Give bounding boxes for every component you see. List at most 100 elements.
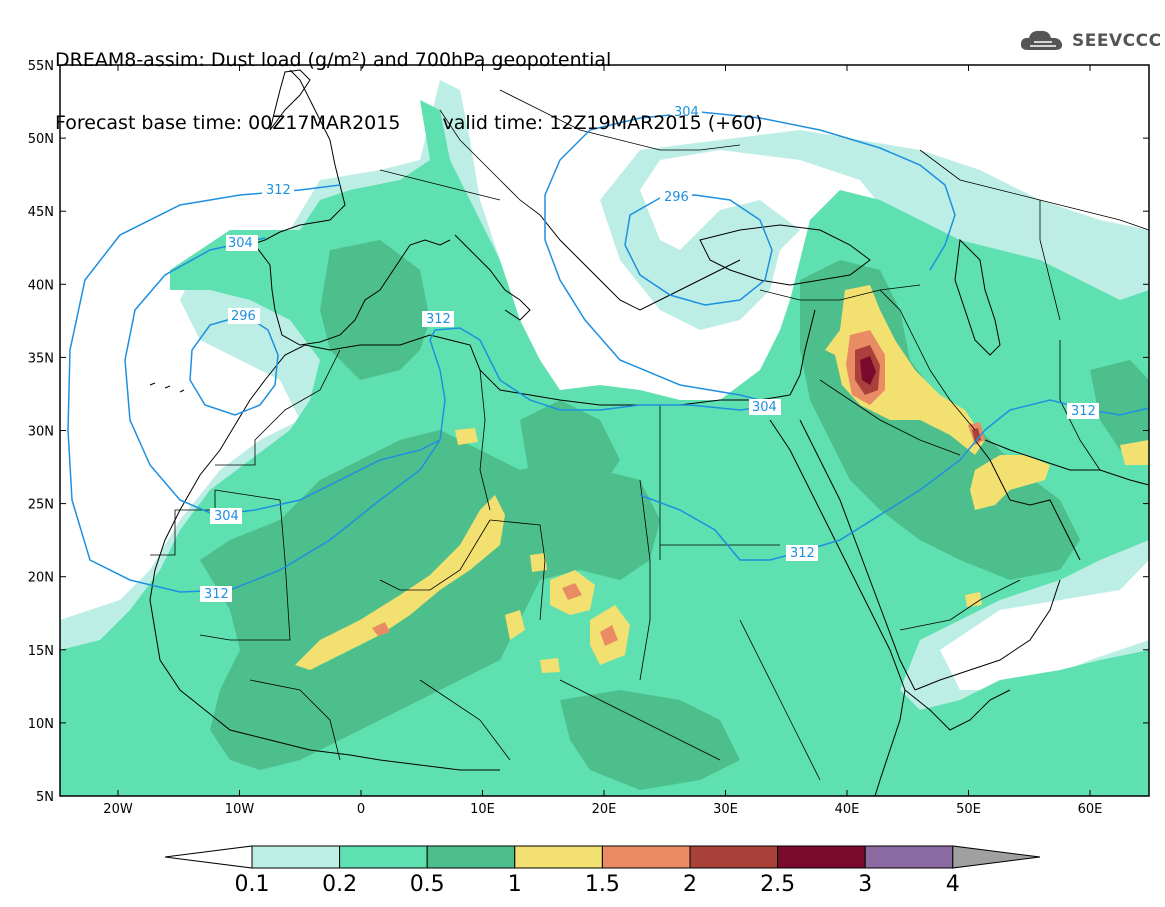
border-niger-chad xyxy=(489,519,546,621)
longitude-axis: 20W 10W 0 10E 20E 30E 40E 50E 60E xyxy=(103,65,1102,817)
logo-text: SEEVCCC xyxy=(1072,31,1162,51)
contour-label-bg xyxy=(210,508,242,524)
contour-label: 304 xyxy=(214,509,239,524)
lat-label: 35N xyxy=(28,351,54,366)
coastline-italy xyxy=(454,234,531,321)
lat-label: 10N xyxy=(28,717,54,732)
country-borders xyxy=(150,89,1149,781)
base-time: Forecast base time: 00Z17MAR2015 xyxy=(55,112,401,134)
lat-label: 30N xyxy=(28,425,54,440)
contour-labels: 304 296 312 304 296 312 304 304 312 312 … xyxy=(200,104,1099,602)
dust-core-orange-niger xyxy=(372,622,390,636)
dust-core-orange-sudan xyxy=(600,625,618,646)
contour-label-bg xyxy=(422,311,454,327)
colorbar-segment xyxy=(339,845,428,869)
dust-region-high-sahara xyxy=(520,400,620,500)
time-line: Forecast base time: 00Z17MAR2015 valid ti… xyxy=(55,113,763,134)
border-central-asia xyxy=(1039,200,1061,321)
colorbar-segment xyxy=(864,845,954,869)
border-africa-south-a xyxy=(249,679,341,761)
lat-label: 25N xyxy=(28,498,54,513)
border-iran-east xyxy=(1059,340,1101,471)
coastline-horn-africa xyxy=(904,689,1011,731)
map-header: DREAM8-assim: Dust load (g/m²) and 700hP… xyxy=(55,8,763,155)
seevccc-logo: SEEVCCC xyxy=(1018,26,1162,56)
coastlines xyxy=(149,69,1149,796)
coastline-arabia-south xyxy=(914,579,1061,691)
contour-296-west xyxy=(189,314,279,416)
border-western-sahara xyxy=(150,490,216,556)
border-africa-south-c xyxy=(559,679,721,761)
border-europe-a xyxy=(439,109,541,216)
dust-blob-yellow-yemen xyxy=(965,592,982,607)
lat-label: 20N xyxy=(28,571,54,586)
contour-label: 312 xyxy=(1071,404,1096,419)
dust-blob-yellow-iran xyxy=(1120,440,1149,465)
coastline-black-sea xyxy=(699,224,871,286)
contour-label-bg xyxy=(226,235,258,251)
contour-label-bg xyxy=(228,308,260,324)
border-saudi-yemen xyxy=(899,579,1021,631)
colorbar-label: 2.5 xyxy=(760,872,796,897)
coastline-iberia xyxy=(254,239,451,346)
border-algeria-libya xyxy=(479,369,491,511)
colorbar-label: 0.2 xyxy=(322,872,358,897)
coastline-balkans xyxy=(539,214,741,311)
contour-label: 304 xyxy=(228,236,253,251)
dust-blob-yellow-d xyxy=(530,553,547,572)
coastline-canary xyxy=(149,382,185,393)
coastline-caspian xyxy=(954,238,1001,356)
colorbar-segment xyxy=(689,845,779,869)
lon-label: 50E xyxy=(956,802,981,817)
dust-field xyxy=(60,80,1149,796)
lat-label: 15N xyxy=(28,644,54,659)
lon-label: 0 xyxy=(357,802,365,817)
contour-label-bg xyxy=(749,399,781,415)
valid-time: valid time: 12Z19MAR2015 (+60) xyxy=(442,112,763,134)
contour-label: 312 xyxy=(426,312,451,327)
lon-label: 10W xyxy=(225,802,255,817)
contour-label: 312 xyxy=(204,587,229,602)
coastline-persian-gulf xyxy=(974,439,1081,561)
border-africa-south-d xyxy=(739,619,821,781)
contour-label-bg xyxy=(670,104,702,120)
lon-label: 20E xyxy=(592,802,617,817)
colorbar-label: 3 xyxy=(858,872,873,897)
dust-blob-yellow-gulf xyxy=(970,455,1050,510)
border-chad-sudan xyxy=(639,479,651,681)
coastline-arabia-west xyxy=(799,419,916,691)
contour-label-bg xyxy=(200,586,232,602)
colorbar-label: 0.5 xyxy=(409,872,445,897)
dust-region-high-iran xyxy=(1090,360,1149,460)
contour-label: 296 xyxy=(231,309,256,324)
contour-label: 312 xyxy=(790,546,815,561)
border-europe-b xyxy=(499,89,741,151)
colorbar xyxy=(164,845,1041,869)
lon-label: 30E xyxy=(713,802,738,817)
contour-label: 304 xyxy=(752,400,777,415)
lat-label: 5N xyxy=(36,790,54,805)
colorbar-segment xyxy=(601,845,691,869)
border-mauritania xyxy=(199,489,291,641)
contour-label: 296 xyxy=(664,190,689,205)
colorbar-under-arrow xyxy=(164,845,253,869)
contour-304-west xyxy=(124,237,441,516)
dust-core-orange-chad xyxy=(562,583,582,600)
map-title: DREAM8-assim: Dust load (g/m²) and 700hP… xyxy=(55,49,612,71)
dust-core-maroon-iraq xyxy=(860,356,876,385)
border-turkey xyxy=(759,284,921,301)
colorbar-label: 1 xyxy=(507,872,522,897)
coastline-iran xyxy=(984,439,1149,486)
contour-label-bg xyxy=(786,545,818,561)
dust-plume-yellow-iraq xyxy=(825,285,985,455)
lat-label: 40N xyxy=(28,278,54,293)
coastline-east-africa xyxy=(874,689,906,796)
contour-296-east xyxy=(624,194,773,306)
colorbar-label: 0.1 xyxy=(234,872,270,897)
contour-304-east xyxy=(544,111,956,406)
colorbar-over-arrow xyxy=(952,845,1041,869)
border-africa-south-b xyxy=(419,679,511,761)
contour-label-bg xyxy=(1067,403,1099,419)
border-mali-niger xyxy=(379,519,491,591)
